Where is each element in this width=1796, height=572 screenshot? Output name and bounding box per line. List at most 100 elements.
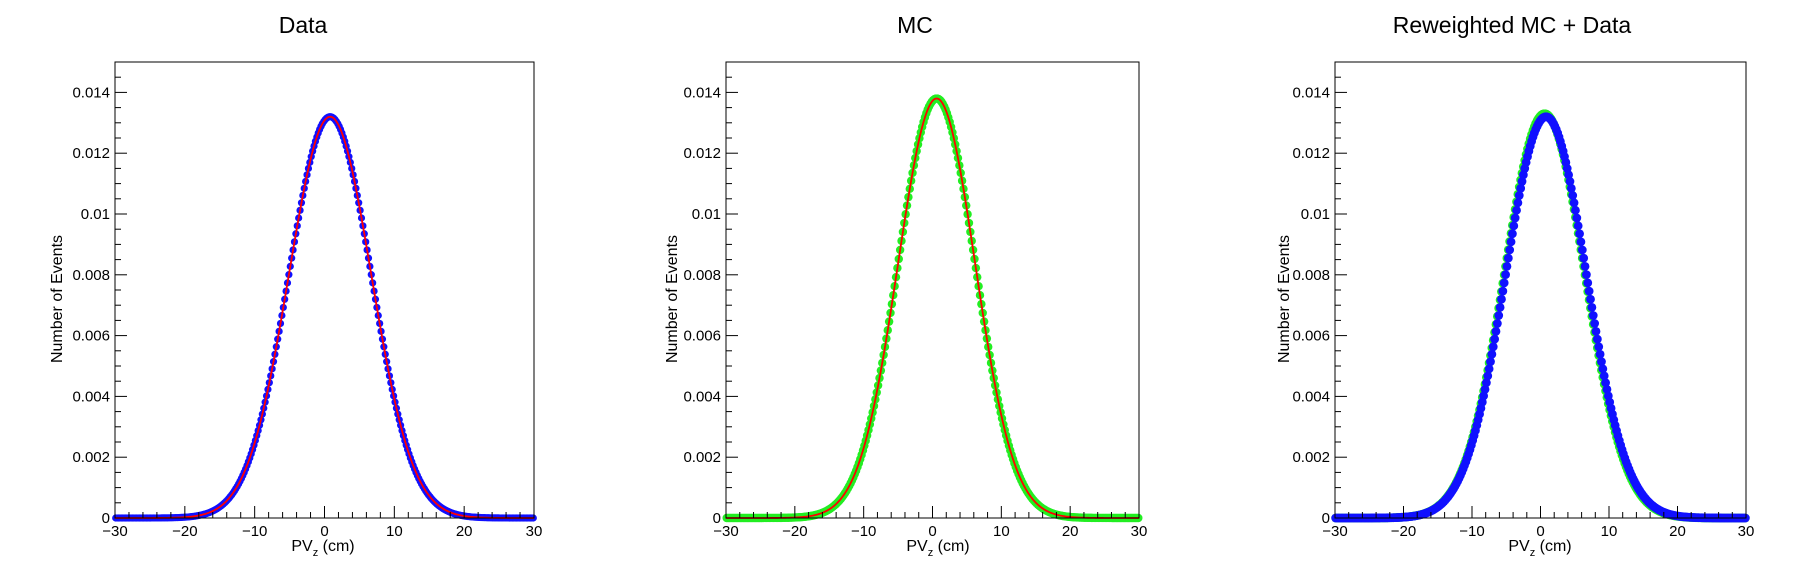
y-axis-label: Number of Events bbox=[49, 235, 66, 363]
x-axis-label-main: PV bbox=[906, 538, 928, 555]
data-point bbox=[1516, 183, 1526, 193]
y-tick-label: 0.01 bbox=[692, 206, 721, 223]
x-axis: −30 −20 −10 0 10 20 30 bbox=[102, 506, 542, 540]
data-point bbox=[1491, 326, 1501, 336]
data-point bbox=[1571, 205, 1580, 215]
y-tick-label: 0.004 bbox=[683, 388, 721, 405]
data-point bbox=[1510, 213, 1520, 223]
y-tick-label: 0.01 bbox=[81, 206, 110, 223]
data-point bbox=[1575, 229, 1584, 239]
data-point bbox=[1484, 364, 1494, 374]
data-point bbox=[1483, 371, 1493, 381]
y-tick-label: 0.006 bbox=[72, 328, 110, 345]
x-tick-label: −10 bbox=[851, 523, 876, 540]
data-point bbox=[1481, 378, 1491, 388]
x-tick-label: 0 bbox=[320, 523, 328, 540]
x-axis-label: PVz (cm) bbox=[1508, 538, 1571, 559]
y-tick-label: 0.014 bbox=[1292, 84, 1330, 101]
y-tick-label: 0 bbox=[713, 510, 721, 527]
plot-area: 0 0.002 0.004 0.006 0.008 0.01 0.012 0.014 −30 −2… bbox=[683, 61, 1147, 540]
x-axis: −30 −20 −10 0 10 20 30 bbox=[713, 506, 1147, 540]
y-tick-label: 0.014 bbox=[683, 84, 721, 101]
data-point bbox=[1503, 253, 1513, 263]
data-point bbox=[1499, 278, 1509, 288]
panel-title: Reweighted MC + Data bbox=[1393, 12, 1632, 38]
x-axis-label-subscript: z bbox=[313, 547, 319, 559]
x-axis-label-main: PV bbox=[1508, 538, 1530, 555]
y-tick-label: 0.002 bbox=[1292, 449, 1330, 466]
data-point bbox=[1509, 221, 1519, 231]
x-axis-label-unit: (cm) bbox=[318, 538, 354, 555]
y-tick-label: 0.004 bbox=[72, 388, 110, 405]
data-point bbox=[1566, 183, 1576, 193]
x-axis-label-subscript: z bbox=[1530, 547, 1536, 559]
data-point bbox=[1512, 205, 1521, 215]
panel-reweighted: Reweighted MC + Data Number of Events PV… bbox=[1276, 12, 1754, 559]
y-tick-label: 0.008 bbox=[683, 267, 721, 284]
x-tick-label: 10 bbox=[386, 523, 403, 540]
data-point bbox=[1508, 229, 1517, 239]
x-axis-label-subscript: z bbox=[928, 547, 934, 559]
data-point bbox=[1480, 384, 1490, 394]
data-point bbox=[1590, 319, 1600, 328]
data-point bbox=[1576, 237, 1586, 247]
data-point bbox=[1592, 334, 1602, 344]
y-tick-label: 0.002 bbox=[72, 449, 110, 466]
panel-title: MC bbox=[897, 12, 933, 38]
data-point bbox=[1577, 245, 1587, 255]
x-tick-label: 20 bbox=[1062, 523, 1079, 540]
data-point bbox=[1513, 198, 1523, 208]
data-point bbox=[1601, 378, 1610, 388]
y-tick-label: 0.002 bbox=[683, 449, 721, 466]
data-point bbox=[1587, 303, 1597, 312]
data-point bbox=[1583, 278, 1593, 288]
data-point bbox=[1514, 191, 1524, 200]
panel-mc: MC Number of Events PVz (cm) 0 0.002 0.004… bbox=[664, 12, 1147, 559]
data-point bbox=[1565, 177, 1575, 186]
x-axis-label-unit: (cm) bbox=[933, 538, 969, 555]
data-point bbox=[1581, 270, 1591, 280]
x-tick-label: 10 bbox=[1601, 523, 1618, 540]
data-point bbox=[1573, 221, 1583, 231]
data-point bbox=[1517, 177, 1527, 186]
x-tick-label: 30 bbox=[1131, 523, 1148, 540]
data-point bbox=[1586, 294, 1595, 304]
data-point bbox=[1597, 357, 1606, 367]
data-point bbox=[1564, 170, 1573, 180]
x-tick-label: 20 bbox=[1669, 523, 1686, 540]
y-tick-label: 0.01 bbox=[1301, 206, 1330, 223]
data-point bbox=[1568, 191, 1578, 200]
y-tick-label: 0.004 bbox=[1292, 388, 1330, 405]
y-axis-label: Number of Events bbox=[1276, 235, 1293, 363]
data-point bbox=[1506, 237, 1516, 247]
y-axis: 0 0.002 0.004 0.006 0.008 0.01 0.012 0.014 bbox=[1292, 76, 1347, 527]
y-tick-label: 0.012 bbox=[72, 145, 110, 162]
y-tick-label: 0.014 bbox=[72, 84, 110, 101]
x-tick-label: −30 bbox=[1322, 523, 1347, 540]
data-point bbox=[1569, 198, 1579, 208]
x-tick-label: 30 bbox=[526, 523, 543, 540]
data-point bbox=[1572, 213, 1582, 223]
data-point bbox=[1492, 319, 1502, 328]
data-point bbox=[1595, 349, 1605, 359]
panel-data: Data Number of Events PVz (cm) 0 0.002 0.0… bbox=[49, 12, 542, 559]
y-tick-label: 0 bbox=[1322, 510, 1330, 527]
x-tick-label: 30 bbox=[1738, 523, 1755, 540]
x-axis-label: PVz (cm) bbox=[906, 538, 969, 559]
x-tick-label: −30 bbox=[102, 523, 127, 540]
data-point bbox=[1588, 311, 1598, 320]
y-tick-label: 0.012 bbox=[1292, 145, 1330, 162]
x-axis-label-main: PV bbox=[291, 538, 313, 555]
data-point bbox=[1498, 286, 1508, 296]
data-point bbox=[1580, 261, 1590, 271]
x-tick-label: −10 bbox=[242, 523, 267, 540]
y-tick-label: 0 bbox=[102, 510, 110, 527]
x-axis-label: PVz (cm) bbox=[291, 538, 354, 559]
data-point bbox=[1488, 342, 1498, 352]
y-tick-label: 0.006 bbox=[683, 328, 721, 345]
x-tick-label: −20 bbox=[1391, 523, 1416, 540]
x-tick-label: −30 bbox=[713, 523, 738, 540]
data-point bbox=[1495, 303, 1505, 312]
x-tick-label: 0 bbox=[1536, 523, 1544, 540]
